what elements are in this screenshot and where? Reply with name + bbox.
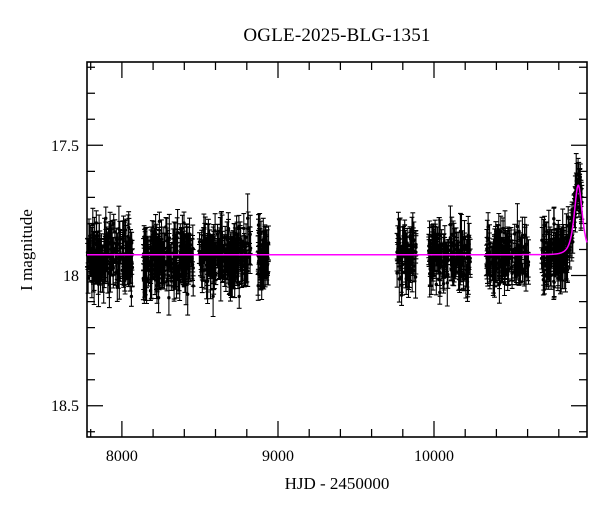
data-points-layer (85, 153, 585, 318)
x-tick-label: 10000 (414, 448, 454, 465)
x-tick-label: 8000 (106, 448, 138, 465)
x-axis-label: HJD - 2450000 (284, 474, 390, 493)
y-tick-label: 17.5 (51, 138, 79, 155)
error-bars (85, 153, 585, 318)
tick-label-layer: 8000 9000 10000 17.5 18 18.5 (51, 138, 454, 465)
model-curve-layer (87, 184, 588, 256)
chart-title: OGLE-2025-BLG-1351 (243, 25, 431, 46)
model-curve (87, 184, 588, 256)
y-tick-label: 18.5 (51, 398, 79, 415)
x-tick-label: 9000 (262, 448, 294, 465)
y-tick-label: 18 (63, 268, 79, 285)
data-points (85, 172, 584, 300)
